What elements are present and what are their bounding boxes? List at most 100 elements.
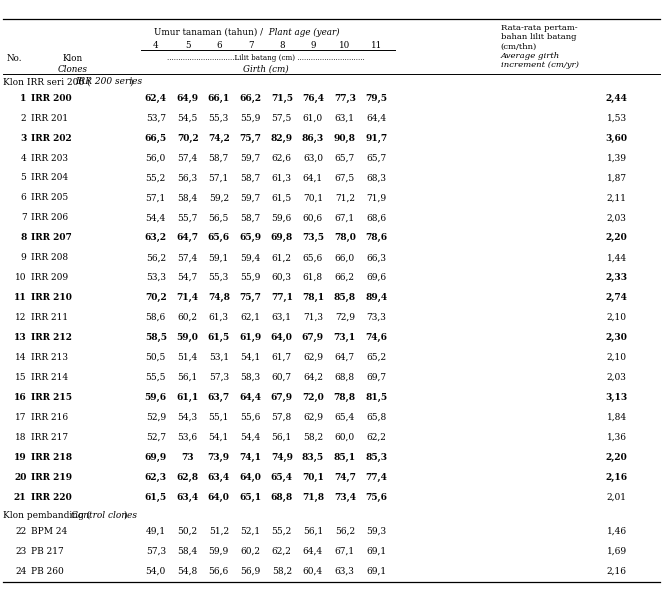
Text: IRR 215: IRR 215 (31, 393, 72, 402)
Text: 50,2: 50,2 (178, 527, 198, 536)
Text: 73: 73 (181, 453, 194, 461)
Text: 69,6: 69,6 (367, 273, 387, 282)
Text: 19: 19 (14, 453, 27, 461)
Text: 2,10: 2,10 (607, 353, 627, 362)
Text: Plant age (year): Plant age (year) (267, 28, 339, 37)
Text: 59,7: 59,7 (241, 153, 261, 162)
Text: 60,3: 60,3 (272, 273, 292, 282)
Text: 65,4: 65,4 (335, 413, 355, 422)
Text: 61,3: 61,3 (272, 173, 292, 182)
Text: 91,7: 91,7 (365, 133, 388, 143)
Text: 2,33: 2,33 (605, 273, 628, 282)
Text: 14: 14 (15, 353, 27, 362)
Text: 70,1: 70,1 (302, 473, 324, 481)
Text: 56,1: 56,1 (303, 527, 323, 536)
Text: 67,1: 67,1 (335, 214, 355, 222)
Text: 16: 16 (14, 393, 27, 402)
Text: 73,4: 73,4 (333, 493, 356, 502)
Text: 64,2: 64,2 (303, 373, 323, 382)
Text: 71,9: 71,9 (367, 194, 387, 202)
Text: 59,7: 59,7 (241, 194, 261, 202)
Text: IRR 200: IRR 200 (31, 94, 72, 103)
Text: IRR 212: IRR 212 (31, 333, 72, 342)
Text: 55,3: 55,3 (209, 114, 229, 123)
Text: 2,20: 2,20 (606, 233, 627, 242)
Text: 2,74: 2,74 (606, 293, 627, 302)
Text: IRR 201: IRR 201 (31, 114, 68, 123)
Text: 74,6: 74,6 (365, 333, 388, 342)
Text: 15: 15 (15, 373, 27, 382)
Text: 61,0: 61,0 (303, 114, 323, 123)
Text: 63,7: 63,7 (208, 393, 230, 402)
Text: 69,9: 69,9 (145, 453, 167, 461)
Text: 75,7: 75,7 (240, 133, 261, 143)
Text: 3: 3 (20, 133, 27, 143)
Text: 62,2: 62,2 (272, 547, 292, 556)
Text: 57,1: 57,1 (146, 194, 166, 202)
Text: IRR 202: IRR 202 (31, 133, 72, 143)
Text: 60,2: 60,2 (241, 547, 261, 556)
Text: IRR 207: IRR 207 (31, 233, 72, 242)
Text: 63,1: 63,1 (272, 313, 292, 322)
Text: 55,2: 55,2 (146, 173, 166, 182)
Text: 65,7: 65,7 (335, 153, 355, 162)
Text: IRR 205: IRR 205 (31, 194, 68, 202)
Text: IRR 210: IRR 210 (31, 293, 72, 302)
Text: 61,5: 61,5 (272, 194, 292, 202)
Text: 59,2: 59,2 (209, 194, 229, 202)
Text: 60,0: 60,0 (335, 432, 355, 442)
Text: 70,1: 70,1 (303, 194, 323, 202)
Text: 90,8: 90,8 (333, 133, 356, 143)
Text: 83,5: 83,5 (302, 453, 324, 461)
Text: 58,3: 58,3 (241, 373, 261, 382)
Text: bahan lilit batang: bahan lilit batang (501, 33, 576, 41)
Text: 62,9: 62,9 (303, 413, 323, 422)
Text: 68,8: 68,8 (271, 493, 293, 502)
Text: 69,1: 69,1 (367, 547, 387, 556)
Text: 85,1: 85,1 (333, 453, 356, 461)
Text: 59,0: 59,0 (177, 333, 198, 342)
Text: 54,4: 54,4 (241, 432, 261, 442)
Text: 59,6: 59,6 (272, 214, 292, 222)
Text: 1,36: 1,36 (607, 432, 627, 442)
Text: 58,7: 58,7 (241, 214, 261, 222)
Text: 56,1: 56,1 (272, 432, 292, 442)
Text: 61,9: 61,9 (239, 333, 262, 342)
Text: 54,0: 54,0 (146, 567, 166, 576)
Text: 2,03: 2,03 (607, 373, 627, 382)
Text: 71,4: 71,4 (176, 293, 199, 302)
Text: 55,1: 55,1 (209, 413, 229, 422)
Text: 65,4: 65,4 (271, 473, 293, 481)
Text: 72,9: 72,9 (335, 313, 355, 322)
Text: 56,5: 56,5 (209, 214, 229, 222)
Text: Klon: Klon (63, 54, 83, 63)
Text: 54,5: 54,5 (178, 114, 198, 123)
Text: 66,1: 66,1 (208, 94, 230, 103)
Text: ..............................Lilit batang (cm) ..............................: ..............................Lilit bata… (167, 54, 365, 63)
Text: 78,0: 78,0 (334, 233, 355, 242)
Text: 64,0: 64,0 (271, 333, 292, 342)
Text: 6: 6 (216, 41, 221, 50)
Text: 82,9: 82,9 (271, 133, 293, 143)
Text: 2,10: 2,10 (607, 313, 627, 322)
Text: 51,4: 51,4 (178, 353, 198, 362)
Text: 9: 9 (21, 253, 27, 262)
Text: 21: 21 (14, 493, 27, 502)
Text: 53,1: 53,1 (209, 353, 229, 362)
Text: 64,4: 64,4 (303, 547, 323, 556)
Text: 62,6: 62,6 (272, 153, 292, 162)
Text: 71,3: 71,3 (303, 313, 323, 322)
Text: IRR 200 series: IRR 200 series (75, 77, 142, 86)
Text: 79,5: 79,5 (365, 94, 388, 103)
Text: 2: 2 (21, 114, 27, 123)
Text: 55,9: 55,9 (241, 273, 261, 282)
Text: 73,1: 73,1 (333, 333, 356, 342)
Text: 61,3: 61,3 (209, 313, 229, 322)
Text: 54,8: 54,8 (178, 567, 198, 576)
Text: 77,3: 77,3 (333, 94, 356, 103)
Text: 63,4: 63,4 (208, 473, 230, 481)
Text: 23: 23 (15, 547, 27, 556)
Text: 52,9: 52,9 (146, 413, 166, 422)
Text: No.: No. (7, 54, 22, 63)
Text: 64,0: 64,0 (240, 473, 261, 481)
